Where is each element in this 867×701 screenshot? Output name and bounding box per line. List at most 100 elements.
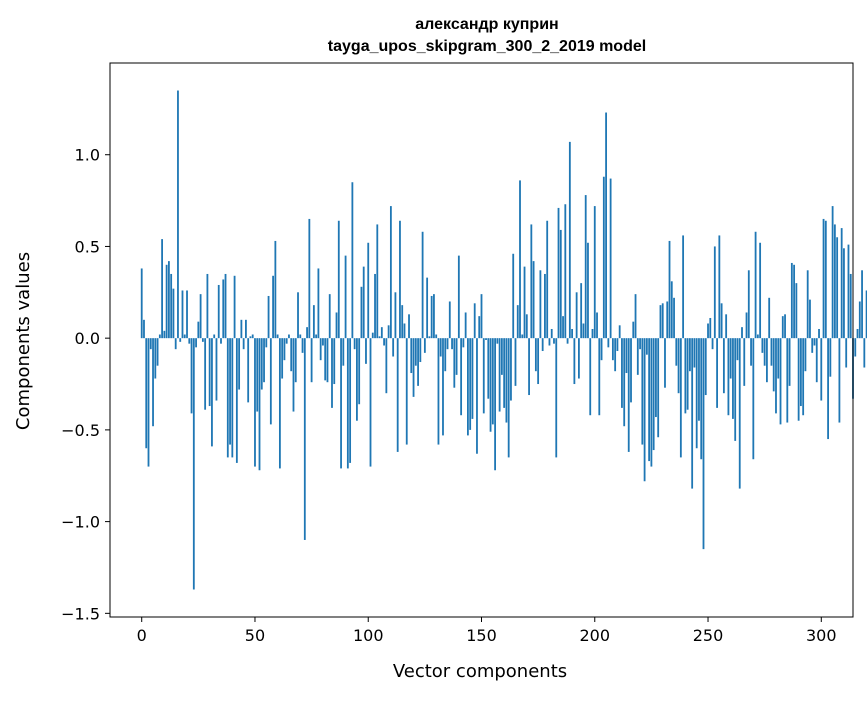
bar-component-250 — [707, 323, 709, 339]
bar-component-110 — [389, 206, 392, 339]
bar-component-38 — [226, 338, 229, 458]
bar-component-41 — [233, 275, 236, 339]
bar-component-40 — [231, 338, 234, 458]
bar-component-205 — [605, 112, 607, 339]
bar-component-285 — [786, 338, 789, 423]
bar-component-117 — [405, 338, 408, 445]
bar-component-62 — [281, 338, 284, 379]
bar-component-81 — [324, 338, 327, 381]
bar-component-58 — [272, 275, 274, 339]
y-tick-label: −1.0 — [61, 513, 100, 532]
bar-component-120 — [412, 338, 415, 397]
bar-component-88 — [340, 338, 342, 469]
bar-component-133 — [442, 338, 444, 436]
bar-component-226 — [652, 338, 655, 451]
bar-component-157 — [496, 338, 499, 344]
bar-component-155 — [491, 338, 494, 425]
bar-component-168 — [521, 334, 524, 339]
bar-component-306 — [833, 224, 836, 339]
bar-component-165 — [514, 338, 517, 386]
bar-component-42 — [235, 338, 238, 463]
bar-component-277 — [768, 297, 771, 339]
bar-component-280 — [775, 338, 777, 414]
bar-component-16 — [177, 90, 179, 339]
bar-component-143 — [464, 312, 467, 339]
bar-component-303 — [827, 338, 829, 440]
bar-component-262 — [734, 338, 737, 441]
bar-component-244 — [693, 338, 696, 368]
bar-component-1 — [143, 319, 145, 339]
bar-component-130 — [435, 334, 438, 339]
bar-component-208 — [611, 338, 614, 361]
bar-component-158 — [498, 338, 501, 412]
bar-component-178 — [544, 273, 546, 339]
bar-component-231 — [664, 338, 666, 388]
bar-component-232 — [666, 301, 669, 339]
bar-component-22 — [190, 338, 193, 414]
bar-component-0 — [140, 268, 143, 339]
bar-component-116 — [403, 323, 406, 339]
bar-component-54 — [263, 338, 265, 383]
bar-component-15 — [174, 338, 177, 350]
bar-component-175 — [537, 338, 540, 385]
bar-component-138 — [453, 338, 456, 388]
bar-component-217 — [632, 321, 635, 339]
bar-component-31 — [211, 338, 213, 447]
bar-component-235 — [673, 297, 675, 339]
bar-component-94 — [353, 338, 356, 350]
bar-component-312 — [847, 244, 850, 339]
bar-component-236 — [675, 338, 678, 366]
bar-component-192 — [575, 292, 578, 339]
bar-component-90 — [344, 255, 347, 339]
bar-component-278 — [770, 338, 773, 366]
y-axis-ticks: −1.5 −1.0 −0.5 0.0 0.5 1.0 — [61, 146, 110, 623]
x-tick-label: 150 — [466, 626, 497, 645]
bar-component-301 — [822, 218, 825, 339]
bar-component-237 — [677, 338, 680, 394]
bar-component-96 — [358, 338, 361, 405]
bar-component-49 — [251, 334, 254, 339]
bar-component-32 — [213, 334, 216, 339]
bar-component-289 — [795, 283, 798, 339]
bar-component-108 — [385, 338, 388, 394]
x-tick-label: 300 — [806, 626, 837, 645]
bar-component-258 — [725, 314, 728, 339]
bar-component-121 — [414, 338, 417, 366]
bar-component-36 — [222, 279, 225, 339]
bar-component-170 — [525, 314, 528, 339]
chart-title-line-2: tayga_upos_skipgram_300_2_2019 model — [328, 38, 646, 55]
bar-component-139 — [455, 338, 458, 375]
bar-component-79 — [319, 338, 322, 361]
bar-component-30 — [208, 338, 211, 407]
bar-component-240 — [684, 338, 687, 414]
bar-component-230 — [661, 303, 664, 339]
bar-component-265 — [741, 327, 743, 339]
bar-component-191 — [573, 338, 576, 385]
bar-component-102 — [371, 332, 374, 339]
bar-component-52 — [258, 338, 261, 471]
bar-component-17 — [179, 338, 182, 342]
bar-component-114 — [399, 220, 401, 339]
bar-component-105 — [378, 336, 381, 339]
bar-component-206 — [607, 338, 610, 348]
bar-component-33 — [215, 338, 218, 401]
bar-component-182 — [553, 338, 555, 344]
bar-component-142 — [462, 338, 465, 348]
bar-component-256 — [720, 303, 723, 339]
bar-component-214 — [625, 338, 628, 374]
bar-component-253 — [713, 246, 716, 339]
bar-component-2 — [145, 338, 148, 449]
bar-component-174 — [534, 338, 537, 372]
bar-component-245 — [695, 338, 698, 449]
bar-component-57 — [269, 338, 272, 425]
chart-title-line-1: александр куприн — [415, 16, 558, 33]
bar-component-189 — [568, 141, 571, 339]
bar-component-66 — [290, 338, 293, 372]
bar-component-160 — [503, 338, 506, 408]
bar-component-181 — [550, 328, 553, 339]
bar-component-263 — [736, 338, 739, 361]
bar-component-154 — [489, 338, 492, 432]
bar-component-56 — [267, 295, 270, 339]
bar-component-29 — [206, 273, 209, 339]
